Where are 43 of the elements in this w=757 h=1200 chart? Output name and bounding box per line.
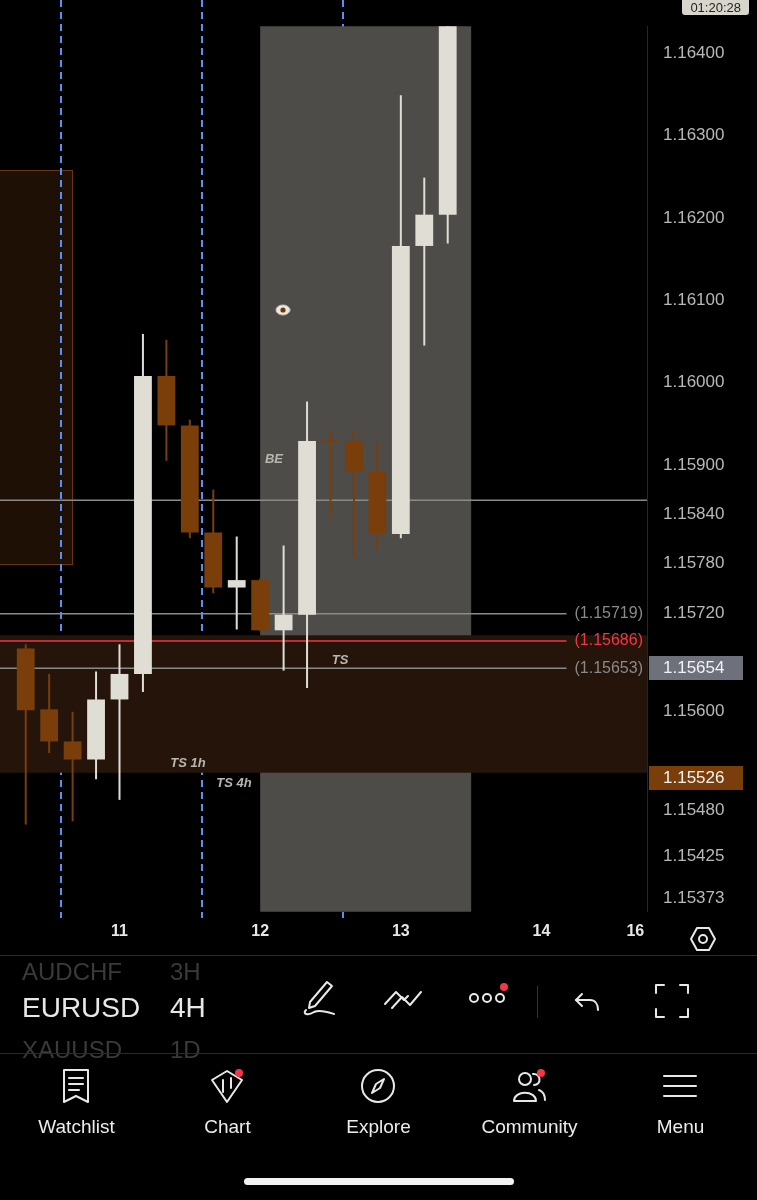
x-tick-label: 13 — [391, 921, 410, 939]
y-tick-label: 1.15373 — [663, 888, 725, 908]
text: Chart — [203, 1116, 252, 1138]
annotation: TS — [331, 651, 349, 667]
candlestick — [63, 710, 82, 823]
candlestick — [274, 544, 293, 672]
text: Community — [480, 1116, 579, 1138]
text: 1D — [170, 1036, 201, 1064]
annotation: TS 4h — [216, 774, 252, 790]
y-tick-label: 1.16200 — [663, 207, 725, 227]
ref-line-label: (1.15719) — [574, 604, 643, 622]
text: Explore — [345, 1116, 412, 1138]
y-tick-label: 1.16100 — [663, 289, 725, 309]
x-tick-label: 11 — [111, 921, 129, 939]
y-tick-label: 1.15780 — [663, 553, 725, 573]
y-tick-label: 1.16400 — [663, 43, 725, 63]
annotation: BE — [264, 450, 284, 466]
y-tick-label: 1.15480 — [663, 800, 725, 820]
text: XAUUSD — [22, 1036, 123, 1064]
y-tick-label: 1.15600 — [663, 701, 725, 721]
y-tick-label: 1.15900 — [663, 454, 725, 474]
x-tick-label: 12 — [251, 921, 270, 939]
text: 1.15526 — [663, 767, 725, 787]
text: Menu — [655, 1116, 706, 1138]
x-tick-label: 16 — [626, 921, 645, 939]
text: 3H — [170, 958, 201, 986]
candlestick — [227, 535, 246, 631]
text: 4H — [170, 992, 206, 1024]
y-tick-label: 1.15840 — [663, 503, 725, 523]
annotation: TS 1h — [170, 754, 206, 770]
text: AUDCHF — [22, 958, 122, 986]
text: 1.15654 — [663, 657, 725, 677]
candlestick — [321, 429, 340, 518]
x-tick-label: 14 — [532, 921, 551, 939]
y-tick-label: 1.16300 — [663, 125, 725, 145]
y-tick-label: 1.15720 — [663, 602, 725, 622]
text: EURUSD — [22, 992, 141, 1024]
y-tick-label: 1.16000 — [663, 372, 725, 392]
y-tick-label: 1.15425 — [663, 845, 725, 865]
text: Watchlist — [37, 1116, 116, 1138]
ref-line-label: (1.15653) — [574, 658, 643, 676]
text: 01:20:28 — [682, 0, 749, 15]
ref-line-label: (1.15686) — [574, 631, 643, 649]
